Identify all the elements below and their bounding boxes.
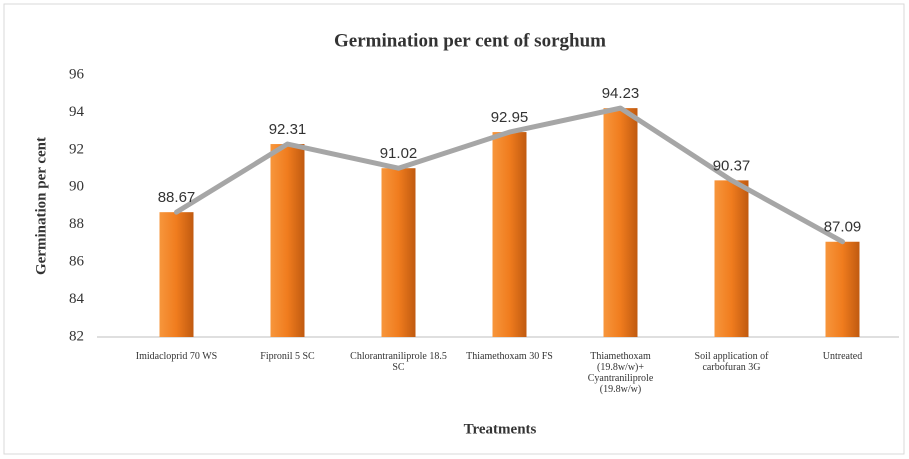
data-label: 94.23: [602, 85, 640, 102]
data-label: 91.02: [380, 145, 418, 162]
bar: [270, 144, 305, 337]
x-tick-label: Thiamethoxam (19.8w/w)+ Cyantraniliprole…: [587, 351, 654, 395]
y-tick-label: 90: [69, 179, 84, 195]
bar: [381, 168, 416, 337]
x-axis-label: Treatments: [464, 421, 537, 437]
y-tick-label: 86: [69, 254, 85, 270]
x-tick-label: Thiamethoxam 30 FS: [466, 351, 553, 362]
data-label: 92.31: [269, 121, 307, 138]
x-tick-label: Imidacloprid 70 WS: [135, 351, 218, 362]
y-tick-label: 82: [69, 328, 84, 344]
bar: [714, 180, 749, 337]
y-tick-label: 96: [69, 66, 85, 82]
bar: [825, 241, 860, 337]
y-tick-label: 94: [69, 104, 85, 120]
data-label: 87.09: [824, 219, 862, 236]
data-label: 92.95: [491, 109, 529, 126]
bar: [603, 108, 638, 337]
y-tick-label: 92: [69, 141, 84, 157]
y-axis-label: Germination per cent: [33, 137, 49, 275]
trend-line: [174, 105, 845, 245]
y-tick-label: 88: [69, 216, 84, 232]
data-label: 88.67: [158, 189, 196, 206]
bar: [492, 132, 527, 337]
x-tick-label: Chlorantraniliprole 18.5 SC: [350, 351, 447, 373]
x-tick-label: Untreated: [822, 351, 863, 362]
chart-title: Germination per cent of sorghum: [334, 30, 606, 51]
chart-border: [3, 3, 905, 455]
y-tick-label: 84: [69, 291, 85, 307]
x-tick-label: Fipronil 5 SC: [260, 351, 315, 362]
data-label: 90.37: [713, 157, 751, 174]
x-tick-label: Soil application of carbofuran 3G: [694, 351, 769, 373]
bar: [159, 212, 194, 337]
